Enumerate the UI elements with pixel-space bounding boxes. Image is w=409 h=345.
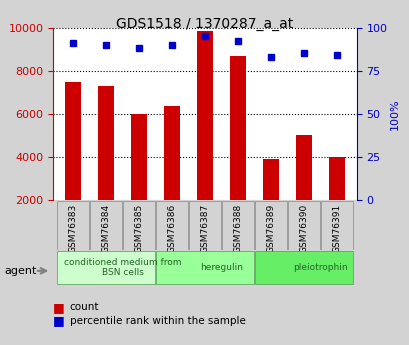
FancyBboxPatch shape <box>189 200 220 250</box>
Y-axis label: 100%: 100% <box>389 98 399 130</box>
FancyBboxPatch shape <box>57 200 89 250</box>
FancyBboxPatch shape <box>288 200 319 250</box>
FancyBboxPatch shape <box>222 200 253 250</box>
Bar <box>328 157 344 243</box>
Text: agent: agent <box>4 266 36 276</box>
Bar <box>196 31 213 243</box>
FancyBboxPatch shape <box>254 251 352 284</box>
FancyBboxPatch shape <box>156 200 187 250</box>
Bar <box>229 56 246 243</box>
Text: GSM76391: GSM76391 <box>332 204 341 253</box>
Bar <box>262 159 279 243</box>
Text: count: count <box>70 302 99 312</box>
Text: ■: ■ <box>53 300 65 314</box>
FancyBboxPatch shape <box>123 200 155 250</box>
Text: GSM76385: GSM76385 <box>134 204 143 253</box>
Bar <box>98 86 114 243</box>
Bar <box>65 81 81 243</box>
FancyBboxPatch shape <box>254 200 286 250</box>
FancyBboxPatch shape <box>90 200 121 250</box>
Text: GSM76389: GSM76389 <box>266 204 275 253</box>
Text: GSM76386: GSM76386 <box>167 204 176 253</box>
Text: pleiotrophin: pleiotrophin <box>292 263 347 272</box>
FancyBboxPatch shape <box>320 200 352 250</box>
FancyBboxPatch shape <box>57 251 155 284</box>
FancyBboxPatch shape <box>156 251 253 284</box>
Bar <box>163 106 180 243</box>
Text: conditioned medium from
BSN cells: conditioned medium from BSN cells <box>64 258 181 277</box>
Text: GSM76384: GSM76384 <box>101 204 110 253</box>
Text: GSM76387: GSM76387 <box>200 204 209 253</box>
Text: ■: ■ <box>53 314 65 327</box>
Text: GDS1518 / 1370287_a_at: GDS1518 / 1370287_a_at <box>116 17 293 31</box>
Text: heregulin: heregulin <box>200 263 243 272</box>
Text: GSM76390: GSM76390 <box>299 204 308 253</box>
Bar <box>130 114 147 243</box>
Text: percentile rank within the sample: percentile rank within the sample <box>70 316 245 326</box>
Text: GSM76383: GSM76383 <box>68 204 77 253</box>
Text: GSM76388: GSM76388 <box>233 204 242 253</box>
Bar <box>295 136 311 243</box>
